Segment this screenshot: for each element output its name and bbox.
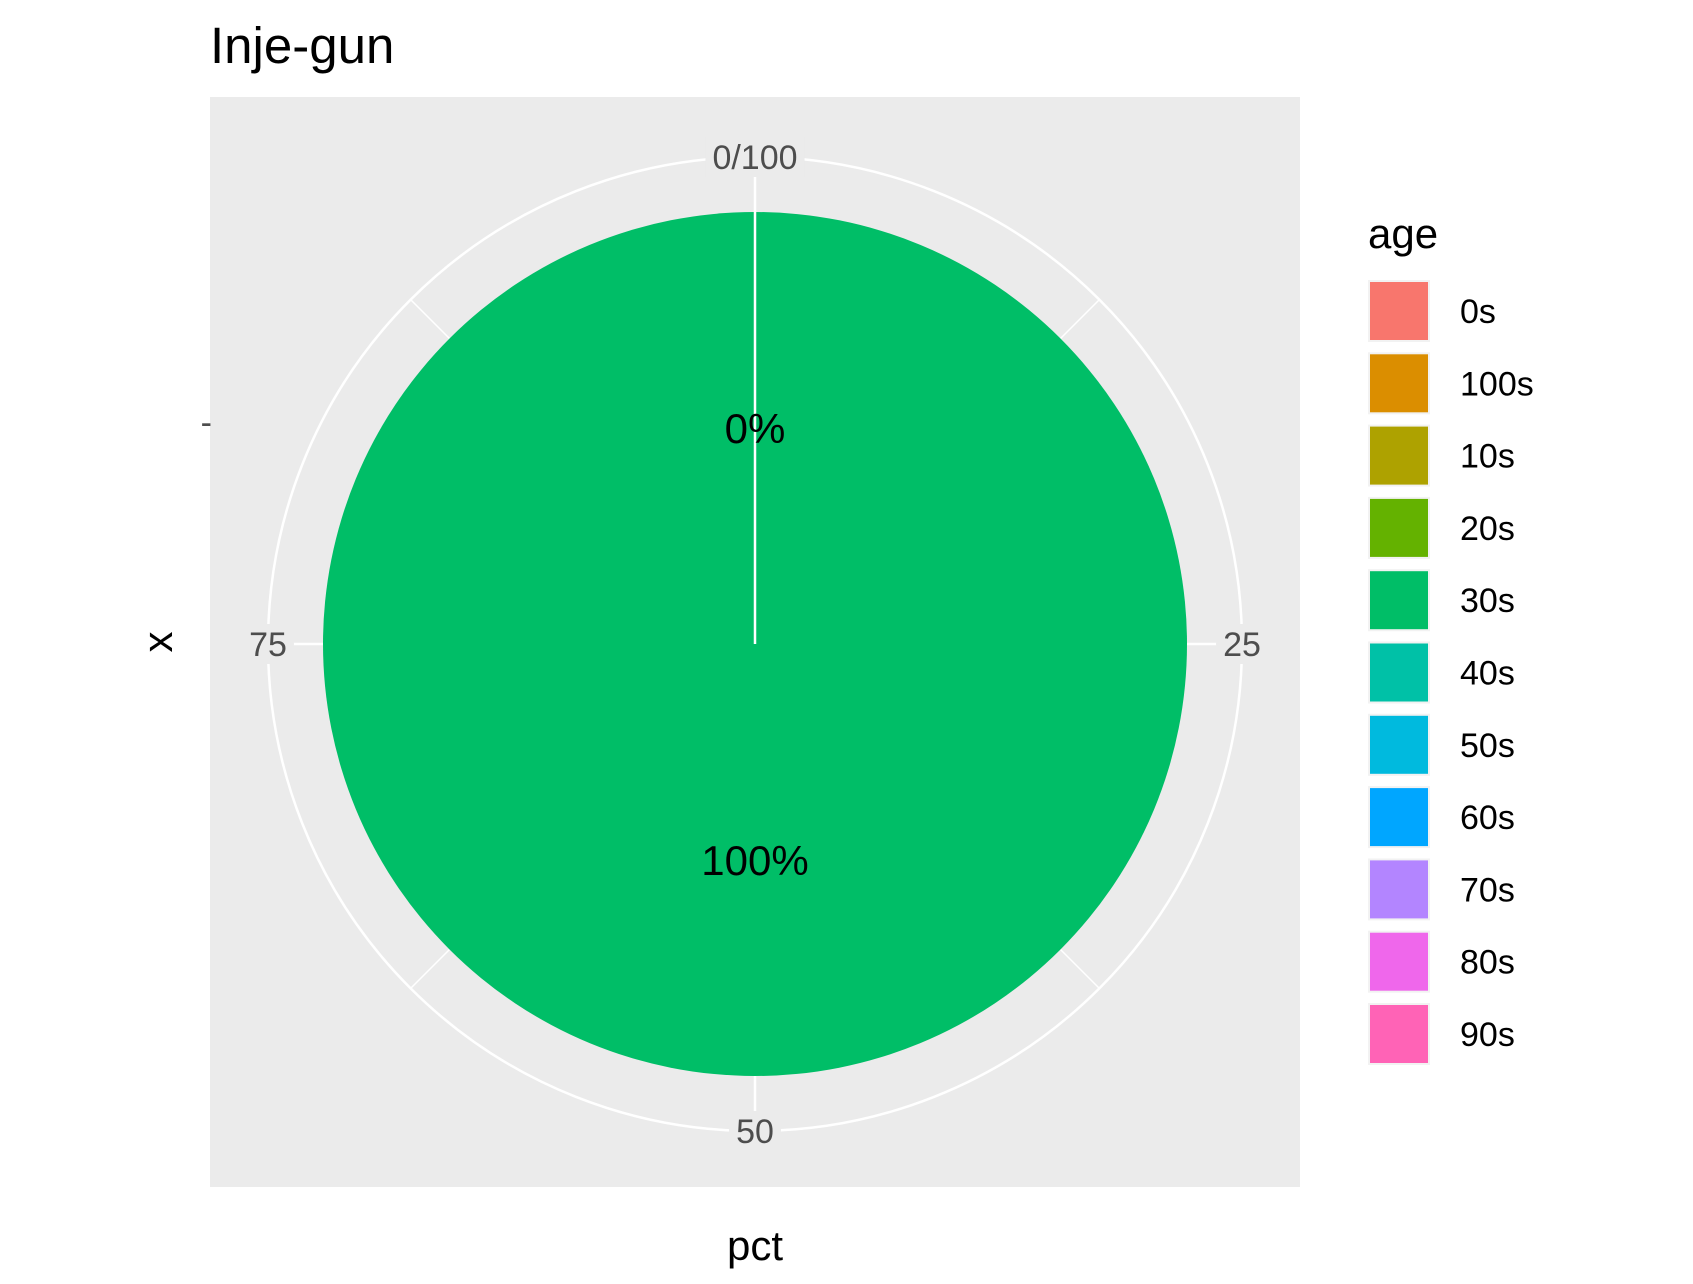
- theta-tick-label: 75: [249, 626, 287, 664]
- slice-label-30s: 100%: [701, 837, 808, 884]
- legend-key-10s: [1370, 426, 1428, 485]
- legend-label-90s: 90s: [1460, 1016, 1515, 1054]
- slice-label-20s: 0%: [725, 405, 786, 452]
- theta-tick-label: 50: [736, 1113, 774, 1151]
- y-axis-title: x: [134, 632, 181, 653]
- legend: age 0s 100s 10s 20s 30s 40s 50s 60s 70s 80s 90s: [1368, 210, 1534, 1065]
- chart-title: Inje-gun: [210, 17, 394, 74]
- legend-key-0s: [1370, 282, 1428, 340]
- legend-title: age: [1368, 210, 1438, 257]
- legend-label-60s: 60s: [1460, 799, 1515, 837]
- legend-key-20s: [1370, 498, 1428, 557]
- theta-tick-label-bg: [1216, 624, 1268, 664]
- legend-label-0s: 0s: [1460, 293, 1496, 331]
- y-tick-label: -: [201, 404, 212, 442]
- legend-key-80s: [1370, 932, 1428, 991]
- slice-labels: 100% 0%: [701, 405, 808, 884]
- theta-tick-label-bg: [729, 1111, 781, 1151]
- legend-label-80s: 80s: [1460, 944, 1515, 982]
- legend-key-90s: [1370, 1005, 1428, 1063]
- legend-key-70s: [1370, 860, 1428, 919]
- theta-tick-labels: 0/100 25 50 75: [242, 137, 1268, 1151]
- theta-tick-label-bg: [705, 137, 805, 177]
- theta-tick-label-bg: [242, 624, 294, 664]
- theta-tick-label: 25: [1223, 626, 1261, 664]
- theta-tick-label: 0/100: [712, 139, 797, 177]
- legend-label-20s: 20s: [1460, 510, 1515, 548]
- legend-label-40s: 40s: [1460, 655, 1515, 693]
- legend-key-40s: [1370, 643, 1428, 702]
- x-axis-title: pct: [727, 1222, 783, 1269]
- legend-label-50s: 50s: [1460, 727, 1515, 765]
- legend-key-30s: [1370, 571, 1428, 630]
- legend-label-70s: 70s: [1460, 871, 1515, 909]
- legend-key-50s: [1370, 715, 1428, 774]
- legend-key-100s: [1370, 354, 1428, 413]
- legend-label-30s: 30s: [1460, 582, 1515, 620]
- legend-label-100s: 100s: [1460, 365, 1534, 403]
- pie-slices: [323, 212, 1187, 1076]
- legend-label-10s: 10s: [1460, 438, 1515, 476]
- legend-key-60s: [1370, 788, 1428, 847]
